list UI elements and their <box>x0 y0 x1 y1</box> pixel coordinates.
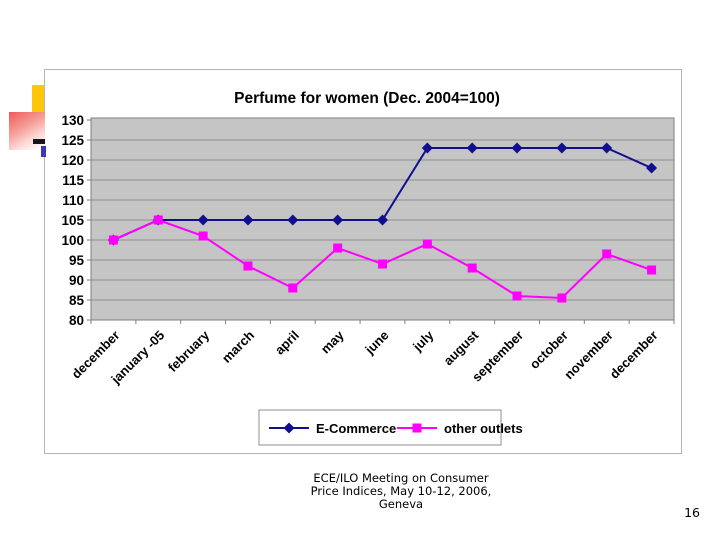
legend-other-outlets-marker <box>412 423 422 433</box>
y-axis-label: 130 <box>61 113 84 128</box>
decor-blue-dash <box>41 146 46 157</box>
series-marker-e-commerce <box>242 214 254 226</box>
series-marker-e-commerce <box>646 162 658 174</box>
series-marker-e-commerce <box>332 214 344 226</box>
x-axis-label: august <box>441 327 482 368</box>
x-axis-label: july <box>409 327 437 355</box>
y-axis-label: 80 <box>69 313 84 328</box>
footer-line: Price Indices, May 10-12, 2006, <box>310 484 492 498</box>
y-axis-label: 100 <box>61 233 84 248</box>
x-axis-label: november <box>561 328 616 383</box>
x-axis-label: march <box>219 327 257 365</box>
series-marker-other-outlets <box>153 215 163 225</box>
series-marker-other-outlets <box>647 265 657 275</box>
y-axis-label: 125 <box>61 133 84 148</box>
chart-title: Perfume for women (Dec. 2004=100) <box>234 90 500 107</box>
x-axis-label: april <box>272 328 302 358</box>
x-axis-label: december <box>607 328 661 382</box>
series-marker-other-outlets <box>602 249 612 259</box>
decor-pink-gradient-block <box>9 112 45 150</box>
series-marker-e-commerce <box>421 142 433 154</box>
series-marker-e-commerce <box>601 142 613 154</box>
series-marker-other-outlets <box>422 239 432 249</box>
series-marker-e-commerce <box>556 142 568 154</box>
legend-ecommerce-label: E-Commerce <box>316 421 396 436</box>
legend-other-outlets-label: other outlets <box>444 421 523 436</box>
series-marker-e-commerce <box>377 214 388 226</box>
series-marker-other-outlets <box>288 283 298 293</box>
y-axis-label: 95 <box>69 253 85 268</box>
y-axis-label: 90 <box>69 273 84 288</box>
series-marker-other-outlets <box>378 259 387 269</box>
chart-frame: Perfume for women (Dec. 2004=100) 80 85 90 9… <box>44 69 682 454</box>
line-chart: Perfume for women (Dec. 2004=100) 80 85 90 9… <box>61 90 675 446</box>
series-marker-other-outlets <box>108 235 118 245</box>
series-marker-e-commerce <box>466 142 478 154</box>
x-axis-label: october <box>527 328 571 372</box>
series-marker-other-outlets <box>243 261 253 271</box>
decor-black-dash <box>33 139 45 144</box>
series-marker-other-outlets <box>557 293 567 303</box>
series-marker-other-outlets <box>512 291 522 301</box>
slide-footer: ECE/ILO Meeting on Consumer Price Indice… <box>281 472 521 511</box>
footer-line: Geneva <box>378 497 424 511</box>
y-axis-label: 115 <box>62 173 84 188</box>
series-marker-other-outlets <box>198 231 208 241</box>
y-axis-label: 105 <box>61 213 84 228</box>
series-marker-e-commerce <box>197 214 209 226</box>
series-marker-other-outlets <box>467 263 477 273</box>
x-axis-label: may <box>318 327 348 357</box>
x-axis-label: february <box>165 327 213 375</box>
y-axis-label: 120 <box>61 153 84 168</box>
decor-yellow-bar <box>32 85 44 113</box>
series-marker-e-commerce <box>287 214 299 226</box>
series-marker-e-commerce <box>511 142 523 154</box>
x-axis-label: june <box>361 328 391 358</box>
footer-line: ECE/ILO Meeting on Consumer <box>313 471 489 485</box>
page-number: 16 <box>684 505 700 520</box>
y-axis-label: 110 <box>62 193 84 208</box>
series-marker-other-outlets <box>333 243 343 253</box>
y-axis-label: 85 <box>69 293 85 308</box>
legend-ecommerce-marker <box>283 422 295 434</box>
